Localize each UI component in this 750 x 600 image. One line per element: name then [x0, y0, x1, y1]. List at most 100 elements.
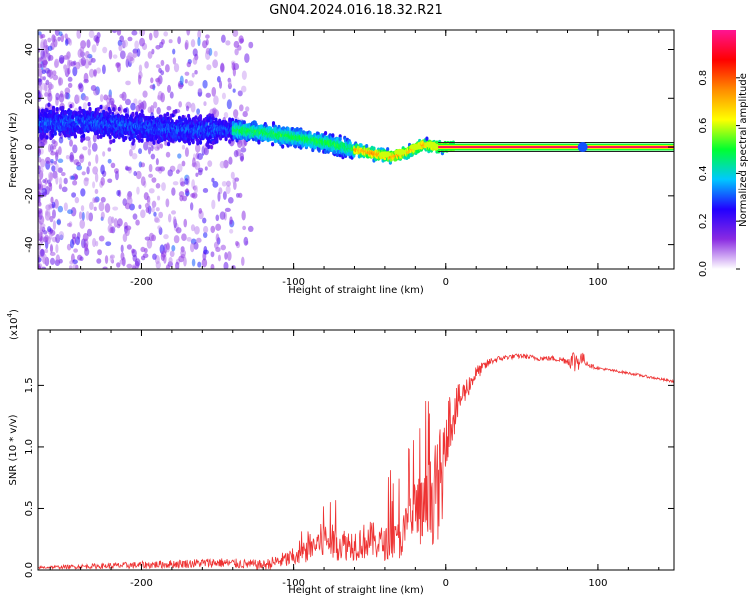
heatmap-cell: [119, 50, 126, 60]
heatmap-cell: [74, 196, 80, 204]
heatmap-cell: [108, 108, 112, 114]
heatmap-cell: [179, 75, 184, 86]
x-tick-label: 0: [443, 578, 449, 589]
heatmap-cell: [80, 188, 86, 197]
heatmap-cell: [122, 39, 129, 48]
heatmap-cell: [102, 46, 108, 54]
heatmap-cell: [146, 137, 151, 142]
heatmap-cell: [201, 258, 208, 268]
heatmap-cell: [66, 222, 72, 227]
heatmap-cell: [124, 108, 128, 113]
heatmap-cell: [107, 147, 112, 152]
heatmap-cell: [140, 255, 146, 261]
heatmap-cell: [47, 81, 53, 91]
colorbar-tick-label: 0.6: [698, 118, 709, 134]
heatmap-cell: [71, 233, 77, 239]
heatmap-cell: [230, 117, 235, 123]
heatmap-cell: [38, 156, 42, 163]
heatmap-cell: [125, 227, 130, 237]
colorbar: 0.00.20.40.60.8 Normalized spectral ampl…: [698, 30, 749, 277]
heatmap-cell: [178, 255, 185, 263]
heatmap-cell: [187, 80, 194, 87]
heatmap-cell: [187, 141, 192, 146]
heatmap-cell: [197, 261, 202, 268]
heatmap-cell: [197, 152, 203, 161]
heatmap-cell: [120, 251, 125, 261]
heatmap-cell: [234, 118, 238, 124]
heatmap-cell: [192, 48, 198, 57]
heatmap-cell: [91, 44, 97, 53]
heatmap-cell: [41, 82, 46, 91]
heatmap-cell: [84, 50, 90, 59]
heatmap-cell: [196, 108, 201, 115]
heatmap-cell: [152, 253, 157, 260]
heatmap-cell: [82, 133, 86, 138]
heatmap-cell: [234, 48, 239, 56]
heatmap-cell: [233, 40, 240, 49]
heatmap-cell: [160, 59, 165, 66]
heatmap-cell: [112, 138, 116, 143]
heatmap-cell: [110, 162, 116, 169]
heatmap-cell: [131, 152, 138, 160]
snr-series-line: [37, 352, 675, 571]
heatmap-cell: [150, 77, 154, 84]
heatmap-cell: [186, 30, 191, 36]
heatmap-cell: [143, 141, 149, 151]
heatmap-cell: [213, 241, 219, 249]
heatmap-cell: [49, 172, 53, 182]
heatmap-cell: [242, 225, 247, 231]
heatmap-cell: [44, 248, 49, 254]
heatmap-cell: [69, 260, 74, 265]
heatmap-cell: [211, 86, 217, 97]
heatmap-cell: [61, 186, 68, 193]
heatmap-cell: [78, 211, 83, 220]
heatmap-cell: [160, 92, 165, 103]
heatmap-cell: [112, 30, 117, 34]
heatmap-cell: [40, 49, 45, 60]
heatmap-cell: [197, 88, 203, 93]
heatmap-cell: [172, 57, 177, 65]
heatmap-cell: [126, 244, 132, 250]
heatmap-cell: [45, 79, 50, 86]
heatmap-cell: [38, 248, 41, 255]
heatmap-cell: [181, 160, 186, 167]
heatmap-cell: [180, 249, 187, 257]
heatmap-cell: [50, 158, 54, 164]
heatmap-cell: [211, 116, 215, 121]
heatmap-cell: [126, 263, 133, 269]
heatmap-cell: [184, 188, 190, 193]
heatmap-cell: [181, 115, 185, 120]
y-tick-label: 0.0: [24, 562, 35, 578]
heatmap-cell: [224, 136, 228, 142]
heatmap-cell: [220, 34, 226, 43]
heatmap-cell: [61, 172, 66, 177]
heatmap-cell: [52, 145, 57, 150]
heatmap-cell: [164, 64, 170, 73]
heatmap-cell: [225, 180, 231, 187]
heatmap-cell: [38, 78, 43, 86]
heatmap-cell: [229, 216, 233, 225]
snr-multiplier-base: (x10: [9, 317, 20, 340]
heatmap-cell: [51, 165, 56, 172]
heatmap-cell: [38, 110, 41, 115]
heatmap-cell: [74, 174, 79, 180]
heatmap-cell: [157, 225, 162, 230]
heatmap-cell: [166, 141, 171, 147]
heatmap-cell: [147, 106, 153, 114]
heatmap-cell: [163, 31, 169, 37]
heatmap-cell: [55, 243, 59, 254]
heatmap-cell: [175, 169, 180, 174]
heatmap-cell: [359, 143, 363, 148]
heatmap-cell: [194, 225, 200, 235]
heatmap-cell: [131, 112, 135, 117]
heatmap-cell: [231, 264, 236, 269]
heatmap-cell: [167, 213, 172, 223]
heatmap-cell: [161, 182, 166, 191]
heatmap-cell: [211, 199, 216, 210]
heatmap-cell: [59, 57, 65, 64]
heatmap-cell: [217, 191, 221, 202]
heatmap-cell: [117, 106, 121, 112]
heatmap-cell: [51, 133, 55, 138]
x-tick-label: -100: [282, 277, 305, 288]
heatmap-cell: [131, 30, 138, 36]
